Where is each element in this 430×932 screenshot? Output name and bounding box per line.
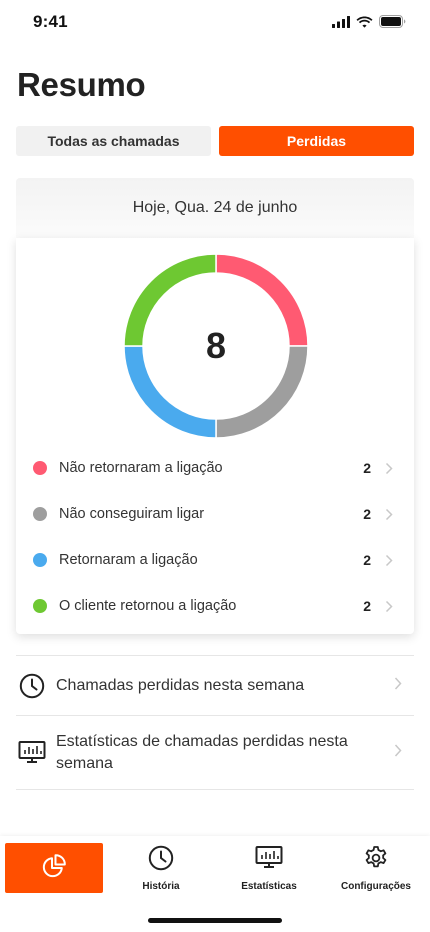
tab-settings[interactable]: Configurações <box>326 843 426 893</box>
date-label: Hoje, Qua. 24 de junho <box>132 199 298 216</box>
legend-item-could-not-call[interactable]: Não conseguiram ligar 2 <box>16 491 414 537</box>
summary-card: 8 Não retornaram a ligação 2 Não consegu… <box>16 238 414 634</box>
tab-label: História <box>142 880 180 892</box>
legend-dot <box>33 461 47 475</box>
legend-label: Retornaram a ligação <box>59 552 198 568</box>
date-header: Hoje, Qua. 24 de junho <box>16 178 414 238</box>
legend-item-returned[interactable]: Retornaram a ligação 2 <box>16 537 414 583</box>
legend-count: 2 <box>363 552 371 568</box>
chart-monitor-icon <box>255 845 283 876</box>
legend-count: 2 <box>363 598 371 614</box>
legend-list: Não retornaram a ligação 2 Não conseguir… <box>16 445 414 629</box>
weekly-missed-stats-link[interactable]: Estatísticas de chamadas perdidas nesta … <box>16 716 414 790</box>
segment-all-calls[interactable]: Todas as chamadas <box>16 126 211 156</box>
tab-statistics[interactable]: Estatísticas <box>220 843 318 893</box>
donut-chart <box>123 253 309 439</box>
chevron-right-icon <box>385 508 394 521</box>
legend-dot <box>33 553 47 567</box>
donut-total: 8 <box>205 325 227 366</box>
clock-icon <box>148 845 174 876</box>
legend-item-not-returned[interactable]: Não retornaram a ligação 2 <box>16 445 414 491</box>
pie-chart-icon <box>41 853 67 884</box>
report-links: Chamadas perdidas nesta semana Estatísti… <box>16 655 414 790</box>
tab-label: Configurações <box>340 880 411 892</box>
tab-bar: História Estatísticas Configurações <box>0 836 430 932</box>
clock-icon <box>18 673 46 699</box>
wifi-icon <box>356 15 373 33</box>
cellular-signal-icon <box>332 15 350 33</box>
list-item-label: Chamadas perdidas nesta semana <box>56 676 305 694</box>
legend-count: 2 <box>363 460 371 476</box>
segment-missed-calls[interactable]: Perdidas <box>219 126 414 156</box>
chevron-right-icon <box>394 676 402 695</box>
legend-count: 2 <box>363 506 371 522</box>
home-indicator <box>148 918 282 923</box>
tab-summary[interactable] <box>5 843 103 893</box>
chevron-right-icon <box>394 743 402 762</box>
legend-dot <box>33 599 47 613</box>
page-title: Resumo <box>17 66 146 103</box>
legend-label: Não retornaram a ligação <box>59 460 223 476</box>
legend-label: O cliente retornou a ligação <box>59 598 237 614</box>
chevron-right-icon <box>385 462 394 475</box>
legend-label: Não conseguiram ligar <box>59 506 205 522</box>
chart-monitor-icon <box>18 740 46 766</box>
chevron-right-icon <box>385 600 394 613</box>
status-bar: 9:41 <box>0 0 430 48</box>
tab-label: Estatísticas <box>241 880 297 892</box>
status-icons <box>332 15 406 33</box>
legend-item-client-returned[interactable]: O cliente retornou a ligação 2 <box>16 583 414 629</box>
weekly-missed-calls-link[interactable]: Chamadas perdidas nesta semana <box>16 656 414 716</box>
gear-icon <box>363 845 389 876</box>
battery-icon <box>379 15 406 33</box>
list-item-label: Estatísticas de chamadas perdidas nesta … <box>56 732 348 772</box>
chevron-right-icon <box>385 554 394 567</box>
donut-segment-client-returned <box>123 253 217 347</box>
status-time: 9:41 <box>33 12 68 31</box>
segmented-control: Todas as chamadas Perdidas <box>16 126 414 156</box>
tab-history[interactable]: História <box>112 843 210 893</box>
legend-dot <box>33 507 47 521</box>
